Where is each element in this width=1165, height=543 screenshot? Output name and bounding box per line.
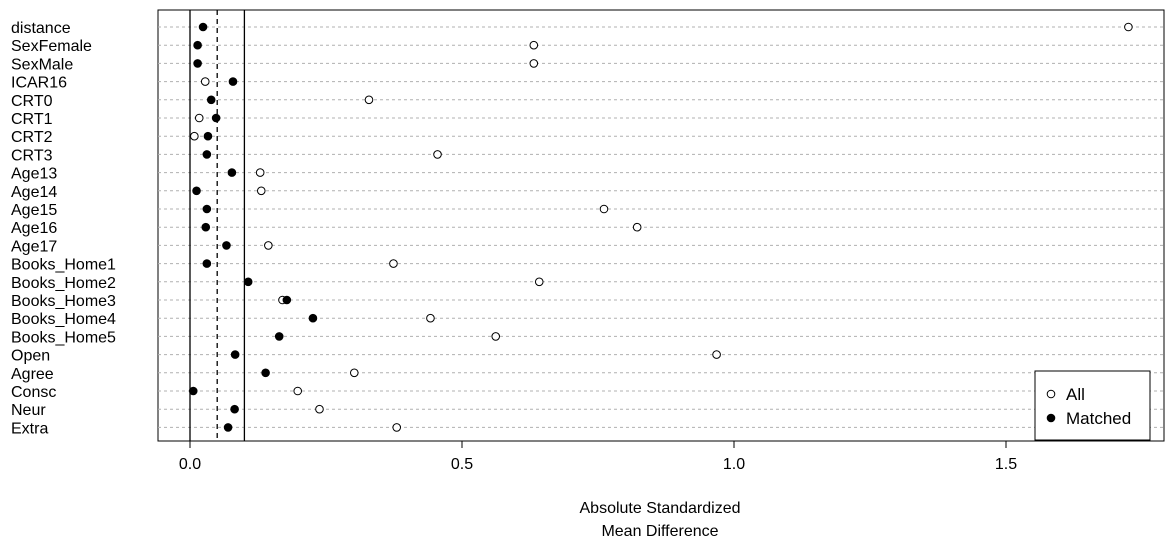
matched-point <box>274 332 284 341</box>
all-point <box>293 386 303 396</box>
y-tick-label: Books_Home2 <box>11 275 116 292</box>
x-tick-label: 1.5 <box>995 456 1017 473</box>
y-tick-label: Books_Home1 <box>11 257 116 274</box>
matched-point <box>193 40 202 50</box>
data-points <box>188 22 1133 432</box>
matched-point <box>193 59 202 68</box>
y-tick-label: CRT0 <box>11 93 53 110</box>
matched-point <box>308 313 318 323</box>
y-tick-label: distance <box>11 20 71 37</box>
legend-all-label: All <box>1066 385 1085 404</box>
matched-point <box>201 222 211 232</box>
matched-point <box>223 423 233 432</box>
y-tick-label: Books_Home4 <box>11 311 116 328</box>
matched-point <box>261 368 270 378</box>
y-tick-label: CRT1 <box>11 111 53 128</box>
all-point <box>491 332 501 341</box>
y-tick-label: Extra <box>11 420 48 437</box>
all-point <box>256 186 266 196</box>
all-point <box>392 423 402 432</box>
x-axis-title-line-1: Absolute Standardized <box>580 500 741 517</box>
all-point <box>534 277 544 287</box>
all-point <box>264 241 273 250</box>
all-point <box>712 350 721 359</box>
legend-matched-label: Matched <box>1066 409 1131 428</box>
x-tick-label: 0.5 <box>451 456 473 473</box>
x-tick-label: 0.0 <box>179 456 201 473</box>
matched-point <box>243 277 253 287</box>
all-point <box>632 222 642 232</box>
all-point <box>255 168 265 177</box>
legend: All Matched <box>1034 370 1151 441</box>
legend-all-marker <box>1046 389 1056 399</box>
all-point <box>389 259 398 268</box>
matched-point <box>202 150 212 159</box>
matched-point <box>198 22 208 32</box>
y-tick-label: CRT2 <box>11 129 53 146</box>
legend-box <box>1034 370 1151 441</box>
plot-frame <box>157 9 1165 442</box>
y-tick-label: Age13 <box>11 166 57 183</box>
y-tick-label: ICAR16 <box>11 75 67 92</box>
matched-point <box>230 404 239 414</box>
y-tick-label: SexFemale <box>11 38 92 55</box>
x-axis: 0.0 0.5 1.0 1.5 <box>179 441 1017 473</box>
all-point <box>433 150 442 159</box>
matched-point <box>188 386 198 396</box>
all-point <box>1124 22 1133 32</box>
all-point <box>315 404 324 414</box>
x-axis-title-line-2: Mean Difference <box>601 523 718 540</box>
matched-point <box>206 95 216 105</box>
reference-lines <box>189 10 246 441</box>
all-point <box>200 77 210 86</box>
all-point <box>364 95 374 105</box>
y-tick-label: Books_Home3 <box>11 293 116 310</box>
matched-point <box>282 295 292 305</box>
all-point <box>426 313 435 323</box>
y-tick-label: Agree <box>11 366 54 383</box>
matched-point <box>202 204 212 214</box>
y-tick-label: CRT3 <box>11 147 53 164</box>
all-point <box>190 131 199 141</box>
y-tick-label: SexMale <box>11 56 73 73</box>
all-point <box>529 40 539 50</box>
all-point <box>349 368 359 378</box>
y-tick-label: Consc <box>11 384 56 401</box>
legend-matched-marker <box>1046 413 1056 423</box>
y-axis-labels: distanceSexFemaleSexMaleICAR16CRT0CRT1CR… <box>11 20 116 437</box>
y-tick-label: Books_Home5 <box>11 329 116 346</box>
matched-point <box>227 168 237 177</box>
y-tick-label: Age15 <box>11 202 57 219</box>
y-tick-label: Age14 <box>11 184 57 201</box>
matched-point <box>192 186 201 196</box>
grid-lines <box>158 26 1164 428</box>
y-tick-label: Age16 <box>11 220 57 237</box>
all-point <box>529 59 539 68</box>
matched-point <box>202 259 212 268</box>
y-tick-label: Open <box>11 348 50 365</box>
matched-point <box>211 113 221 123</box>
matched-point <box>228 77 238 86</box>
matched-point <box>230 350 240 359</box>
y-tick-label: Neur <box>11 402 46 419</box>
y-tick-label: Age17 <box>11 238 57 255</box>
all-point <box>599 204 609 214</box>
all-point <box>194 113 204 123</box>
matched-point <box>203 131 213 141</box>
x-tick-label: 1.0 <box>723 456 745 473</box>
matched-point <box>222 241 231 250</box>
